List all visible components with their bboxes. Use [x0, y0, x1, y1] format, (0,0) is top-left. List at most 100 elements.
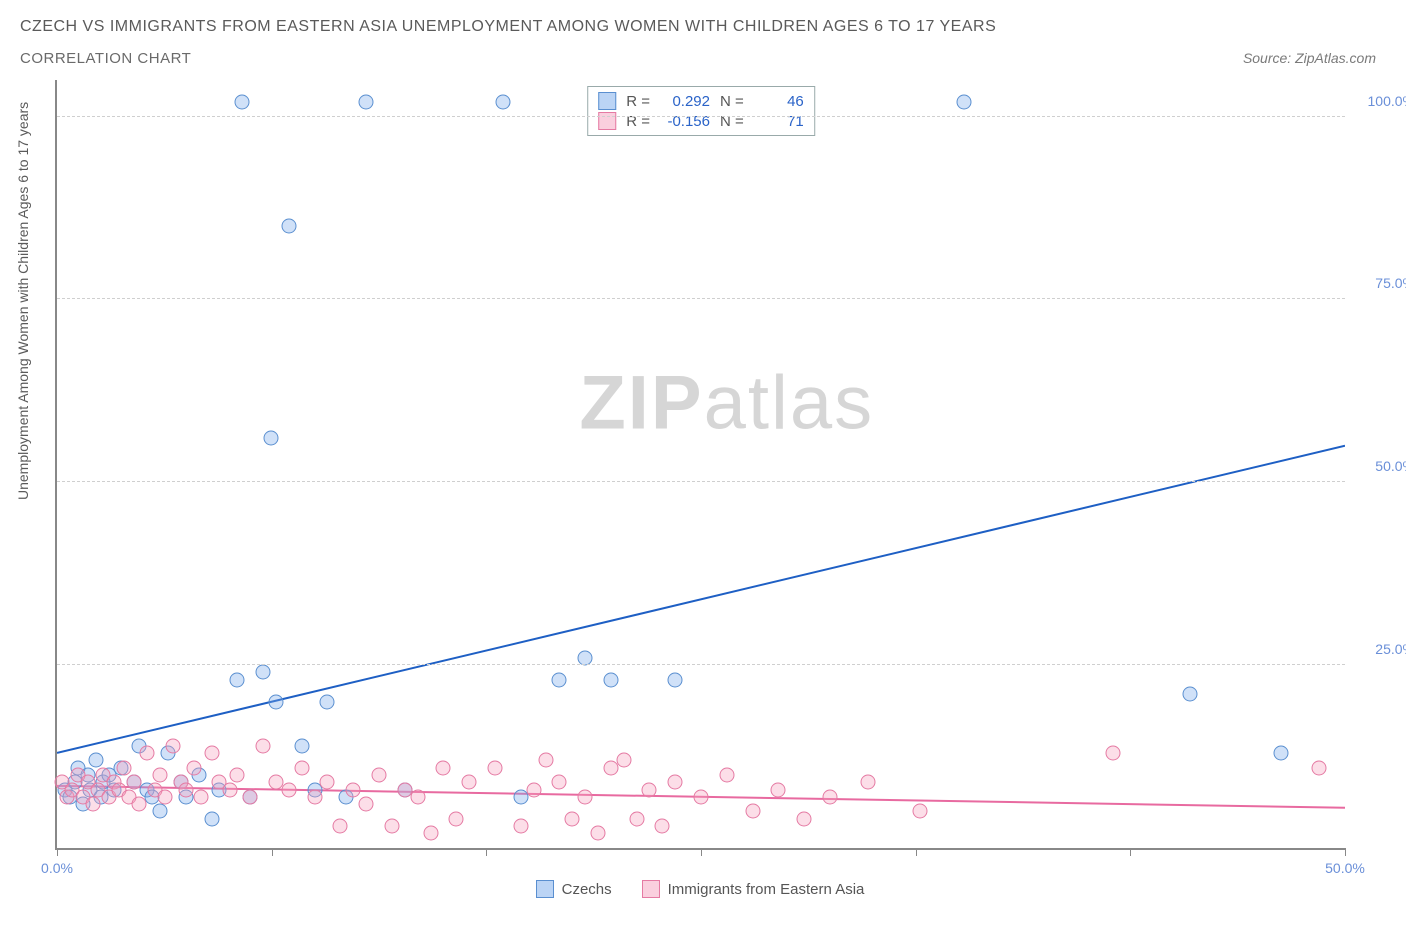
data-point — [449, 811, 464, 826]
data-point — [294, 760, 309, 775]
data-point — [603, 672, 618, 687]
data-point — [222, 782, 237, 797]
data-point — [268, 694, 283, 709]
data-point — [158, 789, 173, 804]
grid-line — [57, 481, 1345, 482]
data-point — [263, 431, 278, 446]
data-point — [642, 782, 657, 797]
data-point — [194, 789, 209, 804]
data-point — [495, 94, 510, 109]
chart-container: Unemployment Among Women with Children A… — [0, 80, 1406, 900]
x-tick — [916, 848, 917, 856]
data-point — [153, 767, 168, 782]
chart-title: CZECH VS IMMIGRANTS FROM EASTERN ASIA UN… — [20, 18, 996, 36]
y-tick-label: 50.0% — [1375, 458, 1406, 474]
data-point — [487, 760, 502, 775]
data-point — [861, 775, 876, 790]
data-point — [359, 94, 374, 109]
data-point — [186, 760, 201, 775]
data-point — [1106, 745, 1121, 760]
data-point — [116, 760, 131, 775]
data-point — [333, 819, 348, 834]
y-tick-label: 75.0% — [1375, 275, 1406, 291]
data-point — [552, 775, 567, 790]
data-point — [578, 650, 593, 665]
data-point — [745, 804, 760, 819]
data-point — [539, 753, 554, 768]
plot-area: ZIPatlas R = 0.292 N = 46 R = -0.156 N =… — [55, 80, 1345, 850]
data-point — [526, 782, 541, 797]
data-point — [423, 826, 438, 841]
source-attribution: Source: ZipAtlas.com — [1243, 50, 1376, 66]
legend-item-immigrants: Immigrants from Eastern Asia — [642, 880, 865, 898]
data-point — [384, 819, 399, 834]
data-point — [462, 775, 477, 790]
data-point — [410, 789, 425, 804]
x-tick — [57, 848, 58, 856]
data-point — [513, 819, 528, 834]
legend-label-immigrants: Immigrants from Eastern Asia — [668, 881, 865, 898]
data-point — [1273, 745, 1288, 760]
data-point — [88, 753, 103, 768]
grid-line — [57, 116, 1345, 117]
data-point — [132, 797, 147, 812]
data-point — [204, 811, 219, 826]
swatch-blue-icon — [536, 880, 554, 898]
x-tick-label: 50.0% — [1325, 860, 1365, 876]
data-point — [294, 738, 309, 753]
y-tick-label: 100.0% — [1368, 93, 1406, 109]
y-tick-label: 25.0% — [1375, 641, 1406, 657]
data-point — [243, 789, 258, 804]
chart-subtitle: CORRELATION CHART — [20, 50, 191, 67]
data-point — [565, 811, 580, 826]
data-point — [320, 775, 335, 790]
x-tick — [701, 848, 702, 856]
data-point — [127, 775, 142, 790]
swatch-pink-icon — [642, 880, 660, 898]
data-point — [140, 745, 155, 760]
data-point — [797, 811, 812, 826]
data-point — [822, 789, 837, 804]
data-point — [616, 753, 631, 768]
data-point — [204, 745, 219, 760]
legend-label-czechs: Czechs — [562, 881, 612, 898]
data-point — [230, 672, 245, 687]
data-point — [235, 94, 250, 109]
data-point — [719, 767, 734, 782]
data-point — [281, 219, 296, 234]
data-point — [230, 767, 245, 782]
data-point — [256, 738, 271, 753]
data-point — [578, 789, 593, 804]
x-tick-label: 0.0% — [41, 860, 73, 876]
x-tick — [1345, 848, 1346, 856]
data-point — [629, 811, 644, 826]
data-point — [655, 819, 670, 834]
data-point — [372, 767, 387, 782]
data-point — [590, 826, 605, 841]
data-point — [359, 797, 374, 812]
points-layer — [57, 80, 1345, 848]
data-point — [153, 804, 168, 819]
y-axis-label: Unemployment Among Women with Children A… — [15, 102, 31, 500]
data-point — [668, 672, 683, 687]
data-point — [178, 782, 193, 797]
x-tick — [1130, 848, 1131, 856]
grid-line — [57, 664, 1345, 665]
data-point — [165, 738, 180, 753]
data-point — [346, 782, 361, 797]
data-point — [771, 782, 786, 797]
x-tick — [486, 848, 487, 856]
data-point — [307, 789, 322, 804]
data-point — [668, 775, 683, 790]
data-point — [1312, 760, 1327, 775]
data-point — [436, 760, 451, 775]
series-legend: Czechs Immigrants from Eastern Asia — [55, 880, 1345, 898]
grid-line — [57, 298, 1345, 299]
data-point — [552, 672, 567, 687]
data-point — [256, 665, 271, 680]
data-point — [281, 782, 296, 797]
x-tick — [272, 848, 273, 856]
legend-item-czechs: Czechs — [536, 880, 612, 898]
data-point — [912, 804, 927, 819]
data-point — [320, 694, 335, 709]
